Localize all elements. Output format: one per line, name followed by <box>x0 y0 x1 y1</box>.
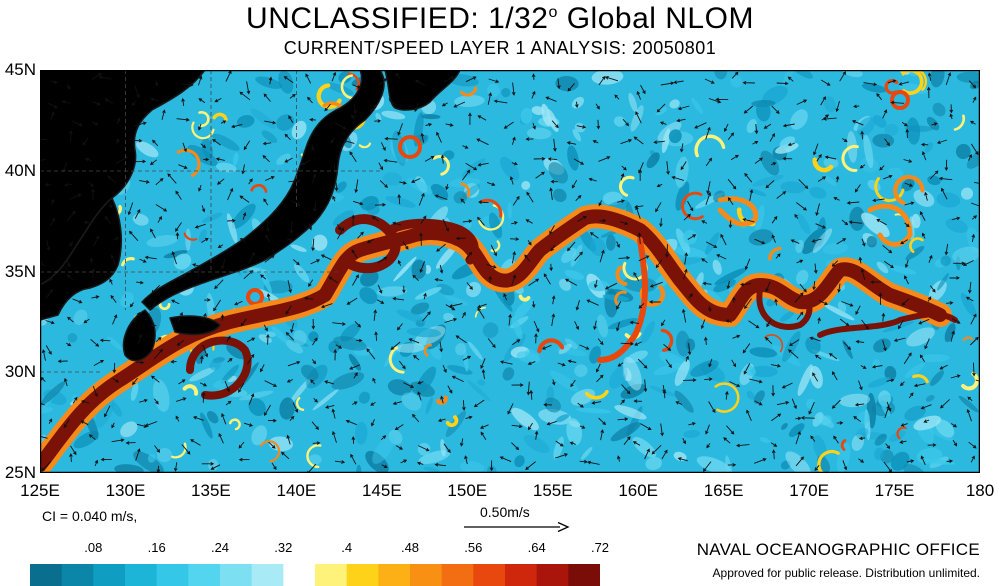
colorbar-cell <box>251 564 284 586</box>
colorbar-tick-label: .4 <box>341 540 353 555</box>
grid-lines <box>40 70 380 373</box>
colorbar-cell <box>505 564 538 586</box>
colorbar-tick-label: .72 <box>590 540 610 555</box>
speed-colorbar <box>30 564 600 586</box>
colorbar-cell <box>93 564 126 586</box>
colorbar-cell <box>536 564 569 586</box>
longitude-label: 175E <box>874 481 915 500</box>
colorbar-cell <box>220 564 253 586</box>
colorbar-cell <box>156 564 189 586</box>
map-frame <box>40 70 980 473</box>
degree-superscript: o <box>548 4 558 21</box>
land-japan-kyushu <box>122 309 156 362</box>
colorbar-tick-label: .08 <box>84 540 103 555</box>
longitude-label: 135E <box>191 481 231 500</box>
current-vectors <box>40 70 980 473</box>
office-name: NAVAL OCEANOGRAPHIC OFFICE <box>696 540 980 559</box>
latitude-label: 25N <box>4 463 36 482</box>
colorbar-cell <box>346 564 379 586</box>
colorbar-tick-label: .16 <box>147 540 166 555</box>
longitude-label: 165E <box>703 481 744 500</box>
longitude-label: 155E <box>532 481 573 500</box>
vector-scale-arrow <box>464 521 570 533</box>
longitude-label: 125E <box>20 481 60 500</box>
colorbar-tick-label: .32 <box>274 540 293 555</box>
colorbar-cell <box>283 564 316 586</box>
land-korea-peninsula <box>40 197 123 321</box>
colorbar-cell <box>315 564 348 586</box>
colorbar-tick-label: .56 <box>464 540 483 555</box>
longitude-label: 140E <box>276 481 317 500</box>
land-japan-shikoku <box>169 315 221 336</box>
release-statement: Approved for public release. Distributio… <box>712 566 980 580</box>
map-subtitle: CURRENT/SPEED LAYER 1 ANALYSIS: 20050801 <box>283 38 717 58</box>
land-masses <box>40 70 461 362</box>
colorbar-cell <box>410 564 443 586</box>
longitude-label: 130E <box>105 481 146 500</box>
map-title: UNCLASSIFIED: 1/32o Global NLOM <box>246 2 754 35</box>
latitude-label: 35N <box>4 261 36 281</box>
kuroshio-extension-current <box>40 196 958 473</box>
colorbar-cell <box>30 564 63 586</box>
colorbar-cell <box>473 564 506 586</box>
longitude-label: 170E <box>789 481 829 500</box>
longitude-label: 145E <box>361 481 402 500</box>
colorbar-cell <box>441 564 474 586</box>
colorbar-cell <box>378 564 411 586</box>
land-japan-honshu <box>141 70 385 311</box>
colorbar-tick-label: .64 <box>527 540 546 555</box>
colorbar-cell <box>568 564 600 586</box>
latitude-label: 40N <box>4 160 36 180</box>
colorbar-tick-label: .24 <box>210 540 230 555</box>
colorbar-cell <box>188 564 221 586</box>
colorbar-cell <box>125 564 158 586</box>
colorbar-cell <box>61 564 94 586</box>
contour-interval-label: CI = 0.040 m/s, <box>42 508 138 524</box>
ocean-current-map <box>40 70 980 473</box>
longitude-label: 160E <box>618 481 659 500</box>
longitude-label: 180 <box>965 481 995 500</box>
latitude-label: 45N <box>4 60 36 79</box>
longitude-label: 150E <box>447 481 488 500</box>
vector-scale-label: 0.50m/s <box>480 504 530 520</box>
colorbar-tick-label: .48 <box>400 540 420 555</box>
latitude-label: 30N <box>4 362 36 382</box>
